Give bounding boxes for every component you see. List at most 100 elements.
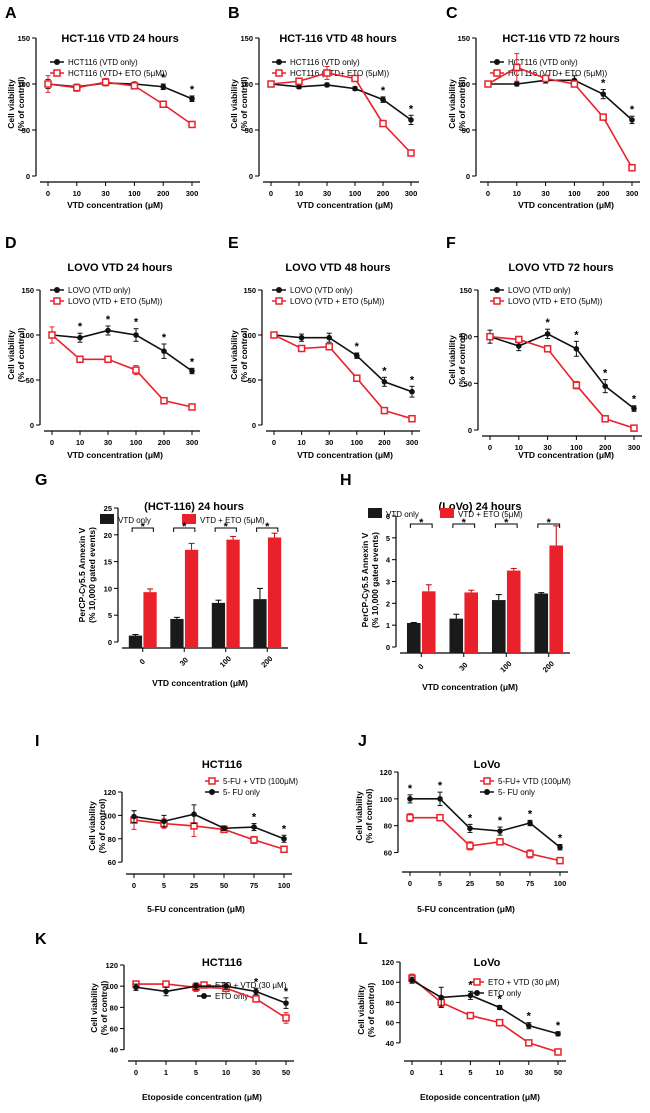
y-axis-label-line2: (% of control) (239, 76, 249, 131)
data-point (325, 342, 333, 351)
data-point (496, 838, 504, 846)
y-axis-label: Cell viability (% of control) (6, 76, 26, 131)
significance-star: * (547, 517, 552, 529)
y-axis-label-line2: (% 10,000 gated events) (87, 527, 97, 623)
y-axis-label-line2: (% of control) (364, 788, 374, 843)
y-axis-label: Cell viability (% of control) (89, 980, 109, 1035)
x-tick-label: 50 (496, 879, 504, 888)
data-point (602, 383, 608, 389)
y-axis-label-line1: Cell viability (447, 335, 457, 385)
y-axis-label-line1: Cell viability (6, 79, 16, 129)
x-tick-label: 200 (259, 654, 274, 669)
data-point (160, 396, 168, 405)
y-axis-label-line1: PerCP-Cy5.5 Annexin V (77, 527, 87, 622)
y-axis-label-line1: Cell viability (6, 330, 16, 380)
x-tick-label: 200 (157, 189, 170, 198)
y-axis-label: Cell viability (% of control) (6, 327, 26, 382)
significance-star: * (468, 979, 473, 991)
data-point (251, 824, 257, 830)
data-point (486, 332, 494, 341)
legend-marker (276, 287, 282, 293)
panel-letter: J (358, 733, 367, 750)
legend-label: VTD + ETO (5μM) (458, 510, 523, 519)
legend-label: HCT116 (VTD+ ETO (5μM)) (290, 69, 390, 78)
legend-marker (208, 777, 216, 785)
legend-marker (275, 297, 283, 305)
data-point (572, 381, 581, 389)
x-tick-label: 30 (541, 189, 549, 198)
legend-swatch (182, 514, 196, 524)
data-point (280, 845, 288, 854)
panel-f: F LOVO VTD 72 hours 0 50 100 150 0 10 30 100 200 30… (446, 235, 642, 460)
significance-star: * (419, 517, 424, 529)
x-tick-label: 0 (46, 189, 50, 198)
data-point (250, 836, 258, 844)
data-point (525, 1039, 533, 1047)
significance-star: * (252, 812, 257, 824)
chart-title: HCT-116 VTD 24 hours (61, 33, 178, 45)
data-point (380, 96, 386, 103)
y-axis-label: Cell viability (% of control) (447, 76, 467, 131)
x-tick-label: 300 (186, 438, 199, 447)
y-tick-label: 60 (110, 1025, 118, 1034)
significance-star: * (224, 521, 229, 533)
significance-star: * (603, 368, 608, 380)
legend-label: VTD only (118, 516, 151, 525)
x-tick-label: 30 (104, 438, 112, 447)
data-point (193, 983, 199, 989)
significance-star: * (556, 1020, 561, 1032)
series-line (270, 83, 412, 121)
data-point (630, 424, 638, 432)
data-point (381, 379, 388, 385)
y-axis-label-line1: Cell viability (87, 801, 97, 851)
legend-label: 5- FU only (498, 788, 535, 797)
legend-marker (54, 59, 60, 65)
data-point (48, 331, 56, 339)
legend-marker (473, 978, 481, 986)
x-tick-label: 5 (438, 879, 442, 888)
legend-label: HCT116 (VTD only) (290, 58, 360, 67)
x-tick-label: 30 (178, 656, 190, 668)
data-point (629, 117, 635, 123)
x-tick-label: 1 (164, 1068, 168, 1077)
y-tick-label: 60 (386, 1019, 394, 1028)
legend-label: LOVO (VTD + ETO (5μM)) (290, 297, 385, 306)
data-point (323, 69, 331, 77)
data-point (496, 1004, 503, 1011)
y-tick-label: 20 (104, 531, 112, 540)
data-point (133, 984, 139, 991)
legend-marker (209, 789, 215, 795)
y-tick-label: 0 (252, 421, 256, 430)
x-tick-label: 200 (378, 438, 391, 447)
y-tick-label: 100 (240, 80, 253, 89)
chart-title: HCT-116 VTD 48 hours (279, 33, 396, 45)
series-line (51, 334, 193, 408)
data-point (295, 77, 303, 85)
significance-bracket (256, 527, 279, 532)
bar (534, 593, 549, 653)
data-point (406, 813, 414, 822)
data-point (554, 1048, 562, 1056)
series-line (47, 82, 193, 100)
significance-bracket (409, 523, 433, 528)
data-point (380, 406, 389, 415)
x-tick-label: 100 (130, 438, 143, 447)
y-axis-label-line2: (% of control) (366, 982, 376, 1037)
y-tick-label: 150 (17, 34, 30, 43)
legend-marker (201, 993, 207, 999)
x-tick-label: 25 (466, 879, 474, 888)
x-axis-label: Etoposide concentration (μM) (142, 1092, 262, 1102)
x-axis-label: 5-FU concentration (μM) (147, 904, 245, 914)
y-tick-label: 150 (457, 34, 470, 43)
y-axis-label: Cell viability (% of control) (87, 798, 107, 853)
data-point (326, 334, 333, 341)
data-point (221, 825, 227, 832)
x-tick-label: 0 (138, 657, 147, 666)
y-tick-label: 80 (110, 1003, 118, 1012)
legend-label: ETO only (215, 992, 248, 1001)
x-tick-label: 10 (513, 189, 521, 198)
series-line (411, 979, 559, 1035)
panel-letter: C (446, 5, 458, 22)
x-axis-label: VTD concentration (μM) (152, 678, 248, 688)
x-axis-label: VTD concentration (μM) (422, 682, 518, 692)
